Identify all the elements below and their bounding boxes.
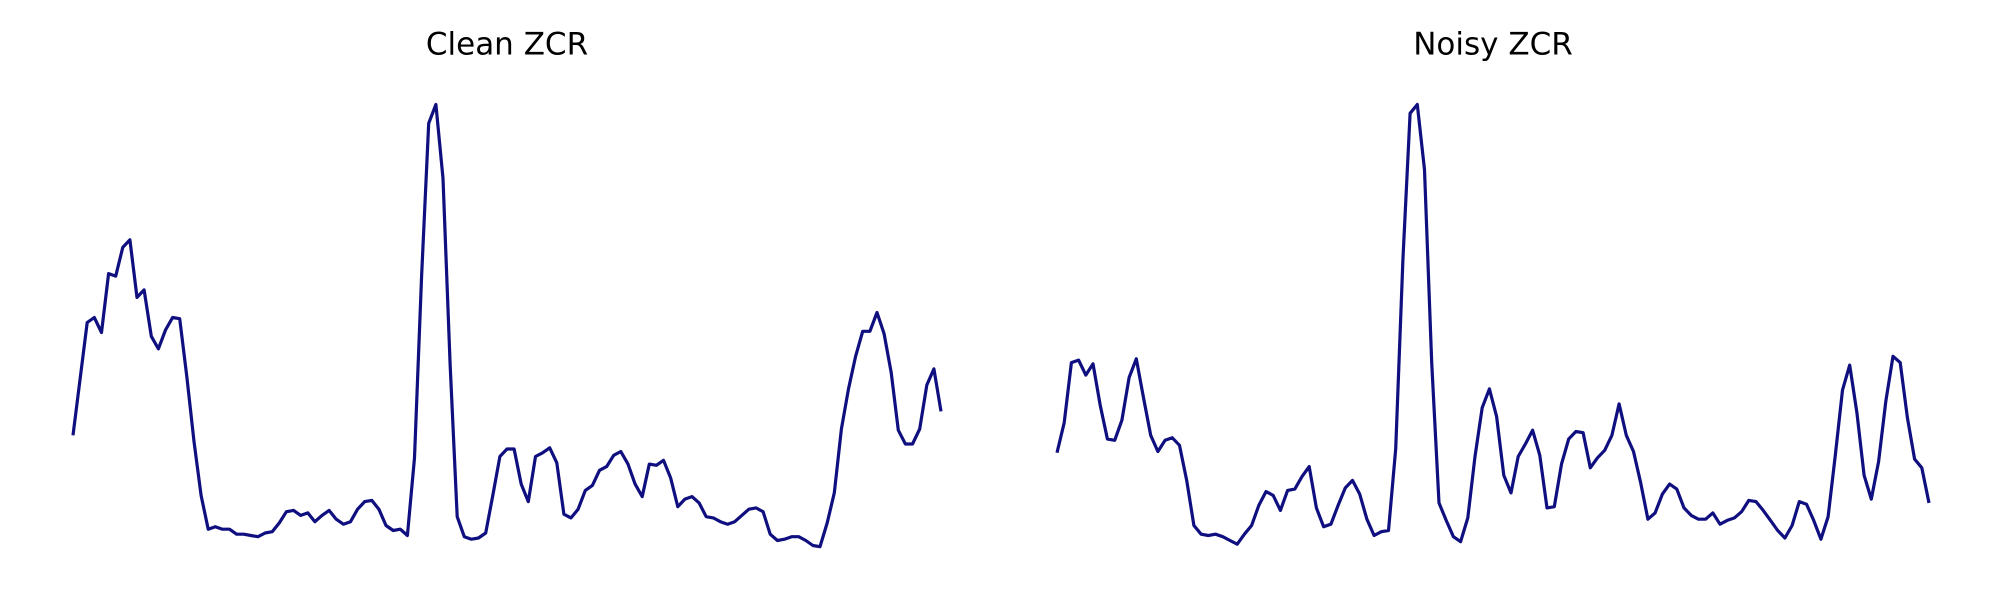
chart-title: Clean ZCR: [426, 27, 588, 63]
zcr-line: [71, 102, 943, 549]
chart-title: Noisy ZCR: [1413, 27, 1573, 63]
zcr-line: [1055, 102, 1931, 546]
